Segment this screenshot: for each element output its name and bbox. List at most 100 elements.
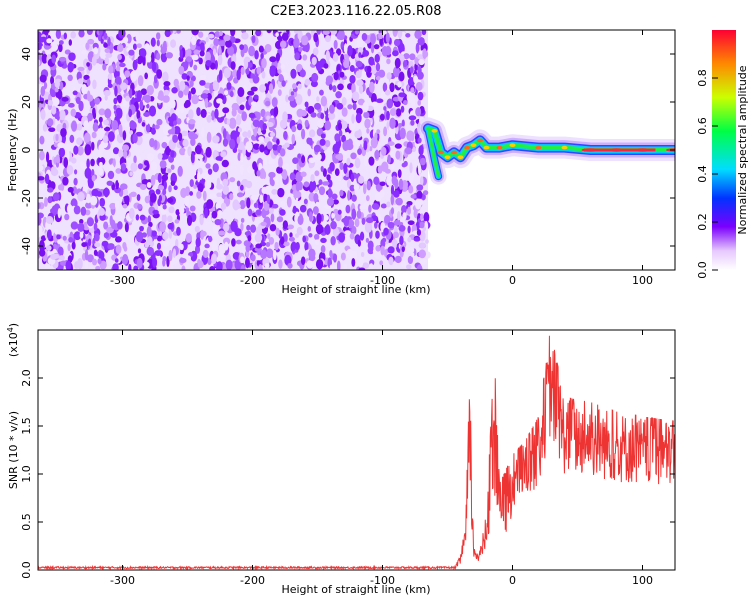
noise-speckle bbox=[105, 52, 113, 58]
noise-speckle bbox=[155, 188, 161, 195]
noise-speckle bbox=[131, 30, 137, 37]
noise-speckle bbox=[117, 54, 122, 61]
noise-speckle bbox=[55, 30, 62, 40]
noise-speckle bbox=[120, 163, 127, 171]
noise-speckle bbox=[323, 63, 329, 69]
noise-speckle bbox=[62, 235, 67, 241]
noise-speckle bbox=[380, 245, 385, 256]
noise-speckle bbox=[159, 159, 167, 169]
signal-peak bbox=[457, 155, 464, 159]
noise-speckle bbox=[185, 233, 192, 243]
noise-speckle bbox=[302, 45, 309, 52]
noise-speckle bbox=[392, 66, 400, 78]
noise-speckle bbox=[222, 184, 230, 195]
noise-speckle bbox=[158, 195, 163, 203]
noise-speckle bbox=[190, 137, 196, 147]
noise-speckle bbox=[172, 120, 178, 126]
noise-speckle bbox=[229, 193, 234, 201]
noise-speckle bbox=[136, 194, 141, 201]
noise-speckle bbox=[77, 258, 83, 270]
noise-speckle bbox=[403, 60, 408, 68]
noise-speckle bbox=[167, 222, 174, 230]
noise-speckle bbox=[290, 68, 297, 79]
spectrogram-y-tick-label: 20 bbox=[20, 95, 33, 109]
noise-speckle bbox=[132, 59, 138, 71]
noise-speckle bbox=[46, 38, 53, 44]
noise-speckle bbox=[292, 157, 299, 165]
noise-speckle bbox=[358, 267, 366, 270]
noise-speckle bbox=[170, 180, 176, 187]
noise-speckle bbox=[369, 146, 373, 152]
noise-speckle bbox=[42, 30, 49, 35]
noise-speckle bbox=[311, 56, 317, 66]
noise-speckle bbox=[310, 80, 318, 88]
noise-speckle bbox=[202, 249, 209, 258]
noise-speckle bbox=[110, 219, 116, 230]
noise-speckle bbox=[386, 201, 391, 208]
noise-speckle bbox=[290, 45, 295, 57]
noise-speckle bbox=[354, 157, 361, 169]
noise-speckle bbox=[44, 173, 50, 184]
noise-speckle bbox=[347, 190, 351, 201]
noise-speckle bbox=[230, 220, 238, 232]
noise-speckle bbox=[334, 168, 340, 177]
noise-speckle bbox=[321, 181, 330, 186]
noise-speckle bbox=[264, 149, 268, 155]
noise-speckle bbox=[339, 71, 345, 78]
noise-speckle bbox=[299, 69, 306, 78]
noise-speckle bbox=[124, 70, 131, 78]
noise-speckle bbox=[38, 202, 41, 210]
noise-speckle bbox=[139, 183, 147, 190]
noise-speckle bbox=[239, 104, 245, 111]
noise-speckle bbox=[170, 39, 177, 48]
noise-speckle bbox=[312, 47, 319, 56]
noise-speckle bbox=[160, 51, 168, 63]
noise-speckle bbox=[264, 43, 272, 53]
signal-peak bbox=[561, 145, 568, 150]
noise-speckle bbox=[370, 64, 377, 75]
noise-speckle bbox=[58, 40, 64, 45]
noise-speckle bbox=[107, 131, 115, 142]
noise-speckle bbox=[207, 114, 212, 121]
noise-speckle bbox=[303, 198, 308, 205]
noise-speckle bbox=[255, 226, 263, 235]
noise-speckle bbox=[205, 36, 209, 43]
noise-speckle bbox=[176, 107, 180, 115]
noise-speckle bbox=[260, 52, 264, 60]
noise-speckle bbox=[375, 75, 381, 81]
noise-speckle bbox=[187, 90, 192, 101]
spectrogram-x-tick-label: -300 bbox=[110, 274, 135, 287]
noise-speckle bbox=[349, 75, 356, 84]
noise-speckle bbox=[338, 129, 343, 137]
noise-speckle bbox=[166, 197, 174, 203]
noise-speckle bbox=[118, 30, 126, 39]
noise-speckle bbox=[390, 194, 395, 206]
noise-speckle bbox=[319, 138, 326, 146]
noise-speckle bbox=[122, 99, 127, 108]
noise-speckle bbox=[59, 109, 66, 121]
noise-speckle bbox=[97, 258, 102, 265]
noise-speckle bbox=[103, 221, 109, 230]
noise-speckle bbox=[287, 224, 295, 230]
noise-speckle bbox=[180, 187, 188, 199]
noise-speckle bbox=[316, 30, 321, 35]
noise-speckle bbox=[403, 53, 410, 60]
noise-speckle bbox=[104, 94, 108, 101]
noise-speckle bbox=[401, 260, 407, 268]
noise-speckle bbox=[187, 146, 192, 157]
noise-speckle bbox=[40, 97, 44, 105]
noise-speckle bbox=[246, 224, 251, 231]
noise-speckle bbox=[270, 213, 275, 223]
noise-speckle bbox=[407, 225, 411, 234]
noise-speckle bbox=[391, 239, 398, 246]
noise-speckle bbox=[327, 187, 333, 199]
noise-speckle bbox=[87, 238, 92, 246]
noise-speckle bbox=[112, 263, 119, 270]
noise-speckle bbox=[223, 222, 230, 232]
noise-speckle bbox=[196, 190, 202, 199]
noise-speckle bbox=[225, 259, 233, 270]
signal-peak bbox=[477, 138, 483, 143]
noise-speckle bbox=[297, 153, 302, 159]
noise-speckle bbox=[41, 53, 48, 64]
noise-speckle bbox=[115, 168, 122, 174]
